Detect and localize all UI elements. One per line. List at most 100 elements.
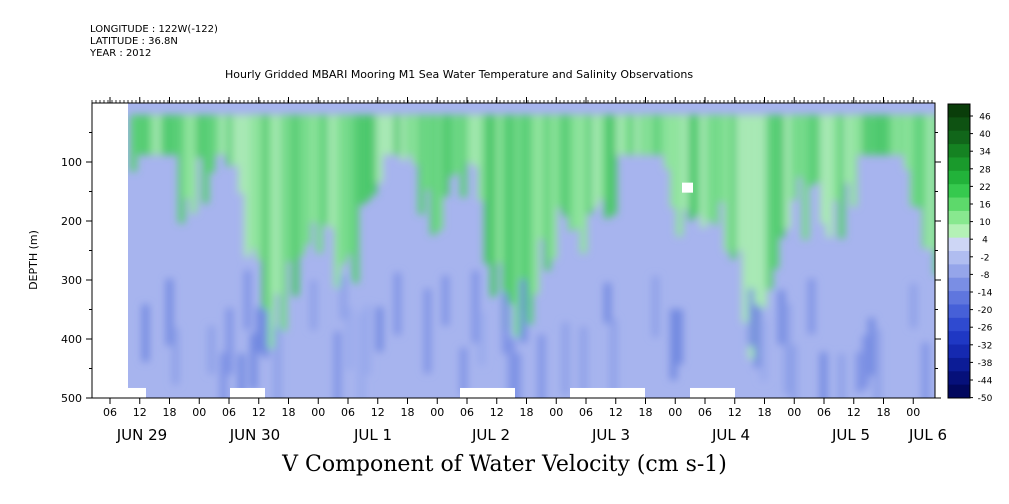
heatmap-cell (508, 338, 515, 398)
heatmap-cell (784, 303, 791, 394)
colorbar-swatch (948, 157, 970, 172)
heatmap-cell (202, 115, 209, 204)
x-tick-label: 12 (371, 406, 385, 419)
x-day-label: JUL 1 (353, 426, 392, 444)
heatmap-cell (364, 304, 371, 375)
heatmap-cell (454, 115, 461, 174)
colorbar-label: -8 (981, 271, 990, 281)
heatmap-cell (322, 115, 329, 226)
heatmap-cell (376, 115, 383, 183)
heatmap-cell (250, 115, 257, 249)
x-tick-label: 18 (520, 406, 534, 419)
x-axis-label: V Component of Water Velocity (cm s-1) (282, 452, 727, 477)
x-tick-label: 12 (728, 406, 742, 419)
heatmap-cell (616, 115, 623, 155)
missing-data-gap (570, 387, 645, 398)
heatmap-cell (346, 307, 353, 370)
x-tick-label: 06 (341, 406, 355, 419)
heatmap-cell (742, 115, 749, 323)
heatmap-cell (862, 335, 869, 389)
heatmap-cell (382, 115, 389, 155)
heatmap-cell (460, 115, 467, 198)
heatmap-cell (220, 352, 227, 398)
heatmap-cell (376, 307, 383, 352)
heatmap-cell (538, 115, 545, 239)
x-day-label: JUL 5 (831, 426, 870, 444)
heatmap-cell (208, 115, 215, 173)
colorbar-swatch (948, 144, 970, 158)
heatmap-cell (694, 115, 701, 216)
heatmap-cell (796, 115, 803, 177)
heatmap-cell (274, 326, 281, 398)
colorbar-label: -32 (978, 341, 993, 351)
x-day-label: JUN 29 (116, 426, 167, 444)
heatmap-cell (346, 115, 353, 255)
heatmap-cell (892, 115, 899, 155)
heatmap-cell (142, 304, 149, 362)
heatmap-cell (646, 115, 653, 155)
heatmap-cell (478, 115, 485, 201)
heatmap-cell (406, 115, 413, 155)
heatmap-cell (442, 275, 449, 326)
missing-data-gap (690, 387, 735, 398)
missing-data-gap (460, 387, 515, 398)
heatmap-cell (604, 282, 611, 324)
heatmap-cell (838, 115, 845, 239)
heatmap-cell (790, 345, 797, 398)
heatmap-cell (880, 115, 887, 155)
colorbar-swatch (948, 317, 970, 332)
heatmap-cell (160, 115, 167, 155)
heatmap-cell (478, 311, 485, 366)
colorbar-label: 40 (979, 130, 991, 140)
heatmap-cell (556, 115, 563, 208)
heatmap-cell (658, 115, 665, 155)
heatmap-cell (358, 312, 365, 398)
heatmap-cell (610, 115, 617, 215)
colorbar-label: -20 (978, 306, 993, 316)
heatmap-cell (400, 115, 407, 161)
heatmap-cell (526, 115, 533, 325)
heatmap-cell (670, 308, 677, 380)
heatmap-cell (520, 115, 527, 312)
heatmap-cell (928, 115, 935, 250)
heatmap-cell (706, 115, 713, 221)
heatmap-cell (820, 352, 827, 398)
x-day-label: JUN 30 (229, 426, 280, 444)
heatmap-cell (196, 115, 203, 158)
heatmap-cell (580, 326, 587, 397)
heatmap-cell (808, 278, 815, 334)
x-tick-label: 06 (222, 406, 236, 419)
heatmap-cell (676, 115, 683, 237)
heatmap-cell (424, 288, 431, 374)
heatmap-cell (250, 333, 257, 390)
heatmap-cell (148, 115, 155, 155)
y-tick-label: 500 (61, 392, 82, 405)
heatmap-cell (166, 115, 173, 155)
x-tick-label: 00 (192, 406, 206, 419)
colorbar-frame (947, 103, 971, 399)
colorbar-swatch (948, 210, 970, 225)
x-tick-label: 12 (490, 406, 504, 419)
heatmap-cell (412, 115, 419, 165)
heatmap-cell (334, 331, 341, 398)
heatmap-cell (538, 334, 545, 398)
colorbar-swatch (948, 130, 970, 145)
x-day-label: JUL 3 (591, 426, 630, 444)
x-tick-label: 00 (549, 406, 563, 419)
heatmap-cell (838, 353, 845, 398)
heatmap-cell (700, 115, 707, 228)
heatmap-cell (808, 115, 815, 186)
x-tick-label: 00 (668, 406, 682, 419)
heatmap-cell (856, 115, 863, 155)
heatmap-cell (496, 115, 503, 264)
heatmap-cell (874, 328, 881, 398)
colorbar-label: 16 (979, 201, 991, 211)
heatmap-cell (514, 353, 521, 398)
colorbar-label: 10 (979, 218, 991, 228)
heatmap-cell (760, 115, 767, 308)
colorbar-label: 4 (982, 236, 988, 246)
colorbar-swatch (948, 184, 970, 199)
heatmap-cell (520, 279, 527, 343)
heatmap-cell (262, 309, 269, 358)
